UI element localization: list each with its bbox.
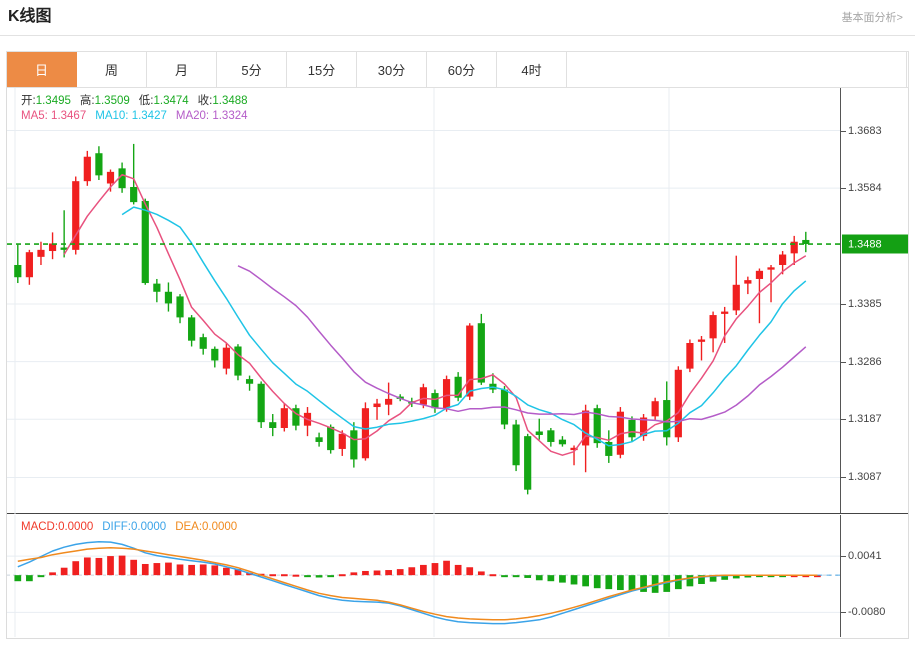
price-axis-label: 1.3286 [848,355,882,368]
macd-value: 0.0000 [58,521,94,533]
dea-value: 0.0000 [202,521,238,533]
price-plot-area[interactable] [7,88,840,514]
ohlc-legend: 开:1.3495 高:1.3509 低:1.3474 收:1.3488 [21,94,248,108]
ma20-value: 1.3324 [212,110,248,122]
high-value: 1.3509 [94,95,130,107]
tab-month[interactable]: 月 [147,52,217,87]
close-value: 1.3488 [212,95,248,107]
ma10-value: 1.3427 [131,110,167,122]
price-axis-tick [841,361,846,363]
tabbar-endcap [907,52,908,87]
macd-axis-tick [841,612,846,614]
open-label: 开: [21,95,36,107]
fundamental-analysis-link[interactable]: 基本面分析> [841,12,903,24]
price-axis-label: 1.3683 [848,124,882,137]
ma20-label: MA20: [175,110,210,122]
close-label: 收: [197,95,213,107]
page-header: K线图 基本面分析> [0,0,915,34]
open-value: 1.3495 [35,95,71,107]
price-axis-label: 1.3584 [848,182,882,195]
tabbar-filler [567,52,907,87]
macd-plot-area[interactable] [7,515,840,637]
tab-15min[interactable]: 15分 [287,52,357,87]
ma10-label: MA10: [95,110,129,122]
macd-axis-tick [841,556,846,558]
macd-axis-label: -0.0080 [848,606,886,619]
price-axis: 1.3683 1.3584 1.3385 1.3286 1.3187 1.3087 1.34… [840,88,908,513]
ma5-value: 1.3467 [51,110,87,122]
page-title: K线图 [8,8,52,25]
price-axis-label: 1.3087 [848,471,882,484]
header-divider [0,35,915,36]
price-axis-tick [841,188,846,190]
tab-60min[interactable]: 60分 [427,52,497,87]
chart-container: 开:1.3495 高:1.3509 低:1.3474 收:1.3488 MA5: 1.… [6,88,909,639]
tab-day[interactable]: 日 [7,52,77,87]
diff-value: 0.0000 [131,521,167,533]
price-panel: 开:1.3495 高:1.3509 低:1.3474 收:1.3488 MA5: 1.… [7,88,908,514]
price-axis-tick [841,304,846,305]
ma-legend: MA5: 1.3467 MA10: 1.3427 MA20: 1.3324 [21,109,248,123]
tab-5min[interactable]: 5分 [217,52,287,87]
ma5-label: MA5: [21,110,48,122]
macd-legend: MACD:0.0000 DIFF:0.0000 DEA:0.0000 [21,520,237,534]
macd-label: MACD: [21,521,59,533]
price-axis-tick [841,130,846,132]
timeframe-tabbar: 日 周 月 5分 15分 30分 60分 4时 [6,51,909,88]
price-axis-tick [841,419,846,421]
price-axis-tick [841,477,846,479]
high-label: 高: [79,95,95,107]
tab-30min[interactable]: 30分 [357,52,427,87]
low-label: 低: [138,95,154,107]
diff-label: DIFF: [102,521,131,533]
current-price-badge: 1.3488 [842,234,908,254]
macd-panel: MACD:0.0000 DIFF:0.0000 DEA:0.0000 0.0041-… [7,515,908,637]
tab-week[interactable]: 周 [77,52,147,87]
low-value: 1.3474 [153,95,189,107]
tab-4hour[interactable]: 4时 [497,52,567,87]
price-axis-label: 1.3187 [848,413,882,426]
macd-axis-label: 0.0041 [848,550,882,563]
macd-axis: 0.0041 -0.0080 [840,515,908,637]
price-axis-label: 1.3385 [848,298,882,310]
dea-label: DEA: [175,521,203,533]
